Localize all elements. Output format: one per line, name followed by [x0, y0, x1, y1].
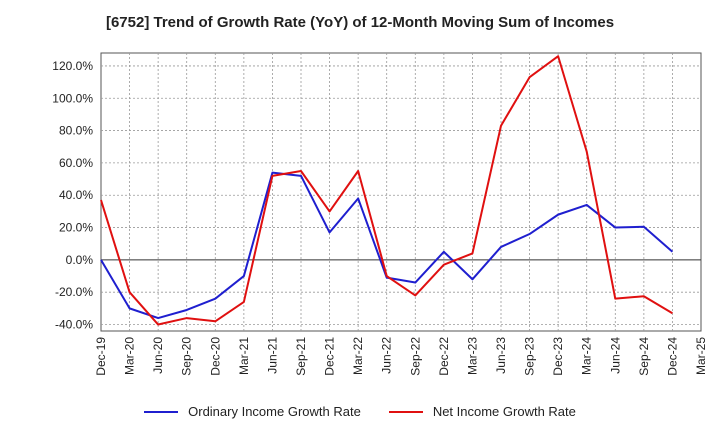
x-tick-label: Mar-24 [580, 337, 594, 375]
grid-layer [100, 52, 702, 332]
x-tick-label: Mar-21 [237, 337, 251, 375]
x-tick-label: Dec-23 [551, 337, 565, 376]
x-tick-label: Sep-23 [523, 337, 537, 376]
x-tick-label: Dec-24 [665, 337, 679, 376]
legend: Ordinary Income Growth Rate Net Income G… [0, 404, 720, 419]
x-tick-label: Jun-22 [380, 337, 394, 374]
plot-frame [100, 52, 702, 332]
x-tick-label: Jun-24 [608, 337, 622, 374]
x-tick-label: Jun-20 [151, 337, 165, 374]
legend-item-ordinary-income: Ordinary Income Growth Rate [144, 404, 361, 419]
legend-item-net-income: Net Income Growth Rate [388, 404, 576, 419]
axis-layer: 120.0% 100.0% 80.0% 60.0% 40.0% 20.0% 0.0% -20.… [52, 59, 708, 376]
y-tick-label: 120.0% [52, 59, 93, 73]
x-tick-label: Mar-25 [694, 337, 708, 375]
x-tick-label: Dec-22 [437, 337, 451, 376]
x-tick-label: Jun-21 [265, 337, 279, 374]
series-layer [100, 55, 674, 326]
y-tick-label: -40.0% [55, 318, 93, 332]
y-tick-label: 100.0% [52, 91, 93, 105]
x-tick-label: Mar-23 [465, 337, 479, 375]
x-tick-label: Mar-22 [351, 337, 365, 375]
x-tick-label: Dec-21 [323, 337, 337, 376]
chart-title: [6752] Trend of Growth Rate (YoY) of 12-… [105, 14, 615, 31]
y-tick-label: 80.0% [59, 124, 93, 138]
y-tick-label: 20.0% [59, 221, 93, 235]
y-tick-label: -20.0% [55, 285, 93, 299]
x-tick-label: Sep-20 [180, 337, 194, 376]
x-tick-label: Dec-19 [94, 337, 108, 376]
x-tick-label: Sep-24 [637, 337, 651, 376]
legend-swatch-ordinary-income [144, 410, 179, 413]
x-tick-label: Mar-20 [123, 337, 137, 375]
legend-label-ordinary-income: Ordinary Income Growth Rate [188, 404, 361, 419]
y-tick-label: 0.0% [66, 253, 94, 267]
x-tick-label: Jun-23 [494, 337, 508, 374]
x-tick-label: Sep-21 [294, 337, 308, 376]
legend-swatch-net-income [388, 410, 423, 413]
x-tick-label: Sep-22 [408, 337, 422, 376]
legend-label-net-income: Net Income Growth Rate [432, 404, 576, 419]
x-tick-label: Dec-20 [208, 337, 222, 376]
y-tick-label: 40.0% [59, 188, 93, 202]
y-tick-label: 60.0% [59, 156, 93, 170]
